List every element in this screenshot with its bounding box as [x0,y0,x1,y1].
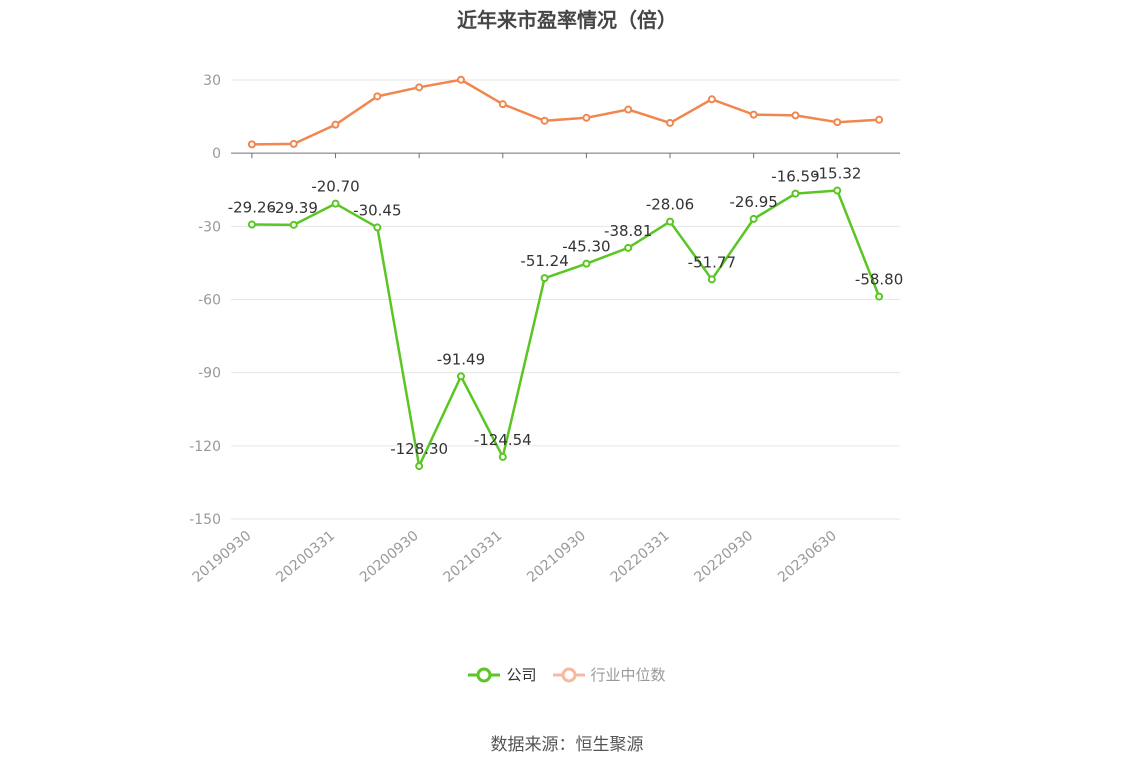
data-point-company [331,199,340,208]
data-point-company [373,223,382,232]
x-tick-label: 20220331 [608,528,673,586]
legend-company-swatch-icon [468,667,501,682]
x-tick-label: 20210930 [524,528,589,586]
data-point-company [456,372,465,381]
data-point-industry [456,75,465,84]
data-point-company [875,292,884,301]
data-point-company [624,243,633,252]
data-point-industry [875,115,884,124]
data-point-industry [666,118,675,127]
data-label: -15.32 [813,165,861,183]
data-point-industry [331,120,340,129]
data-point-company [582,259,591,268]
x-tick-label: 20200331 [273,528,338,586]
legend-company-label: 公司 [506,666,537,684]
data-point-company [415,462,424,471]
data-point-industry [833,118,842,127]
data-point-company [791,189,800,198]
data-label: -38.81 [604,222,652,240]
data-label: -28.06 [646,196,694,214]
grid-lines [231,79,900,520]
data-point-company [666,217,675,226]
legend-industry-label: 行业中位数 [590,666,666,684]
data-label: -29.39 [270,199,318,217]
data-label: -45.30 [562,238,610,256]
data-point-industry [791,111,800,120]
data-point-industry [247,140,256,149]
legend: 公司 行业中位数 [0,664,1134,685]
data-point-industry [540,116,549,125]
data-point-company [498,452,507,461]
data-label: -30.45 [353,201,401,219]
data-point-industry [498,100,507,109]
data-point-industry [624,105,633,114]
data-source: 数据来源：恒生聚源 [490,735,644,755]
data-label: -51.77 [688,253,736,271]
data-label: -124.54 [474,431,532,449]
legend-industry-swatch-icon [552,667,585,682]
data-label: -91.49 [437,350,485,368]
x-tick-label: 20210331 [440,528,505,586]
data-point-industry [373,92,382,101]
x-tick-label: 20200930 [357,528,422,586]
data-point-company [540,274,549,283]
data-point-industry [707,95,716,104]
data-label: -26.95 [729,193,777,211]
data-point-industry [289,139,298,148]
data-label: -20.70 [311,178,359,196]
data-point-industry [749,110,758,119]
series-line-industry [251,78,880,146]
data-point-company [749,214,758,223]
data-point-industry [582,113,591,122]
data-point-company [833,186,842,195]
series [247,75,884,471]
data-point-industry [415,83,424,92]
data-label: -29.26 [228,199,276,217]
y-tick-label: -90 [198,366,221,382]
y-tick-label: -60 [198,293,221,309]
data-point-company [289,220,298,229]
data-label: -128.30 [390,440,448,458]
legend-item-company[interactable]: 公司 [468,664,537,685]
x-tick-label: 20220930 [691,528,756,586]
y-tick-label: 0 [212,146,221,162]
legend-item-industry[interactable]: 行业中位数 [552,664,666,685]
data-point-company [247,220,256,229]
y-tick-label: 30 [203,73,221,89]
data-label: -16.59 [771,168,819,186]
x-tick-label: 20190930 [190,528,255,586]
y-tick-label: -150 [189,512,221,528]
series-line-company [251,189,881,468]
data-label: -58.80 [855,271,903,289]
y-tick-label: -30 [198,219,221,235]
data-point-company [707,275,716,284]
data-labels: -29.26-29.39 -20.70 -30.45 -128.30 -91.49 -12… [228,165,904,459]
chart-title: 近年来市盈率情况（倍） [457,8,677,32]
y-tick-label: -120 [189,439,221,455]
x-tick-label: 20230630 [775,528,840,586]
data-label: -51.24 [520,252,568,270]
